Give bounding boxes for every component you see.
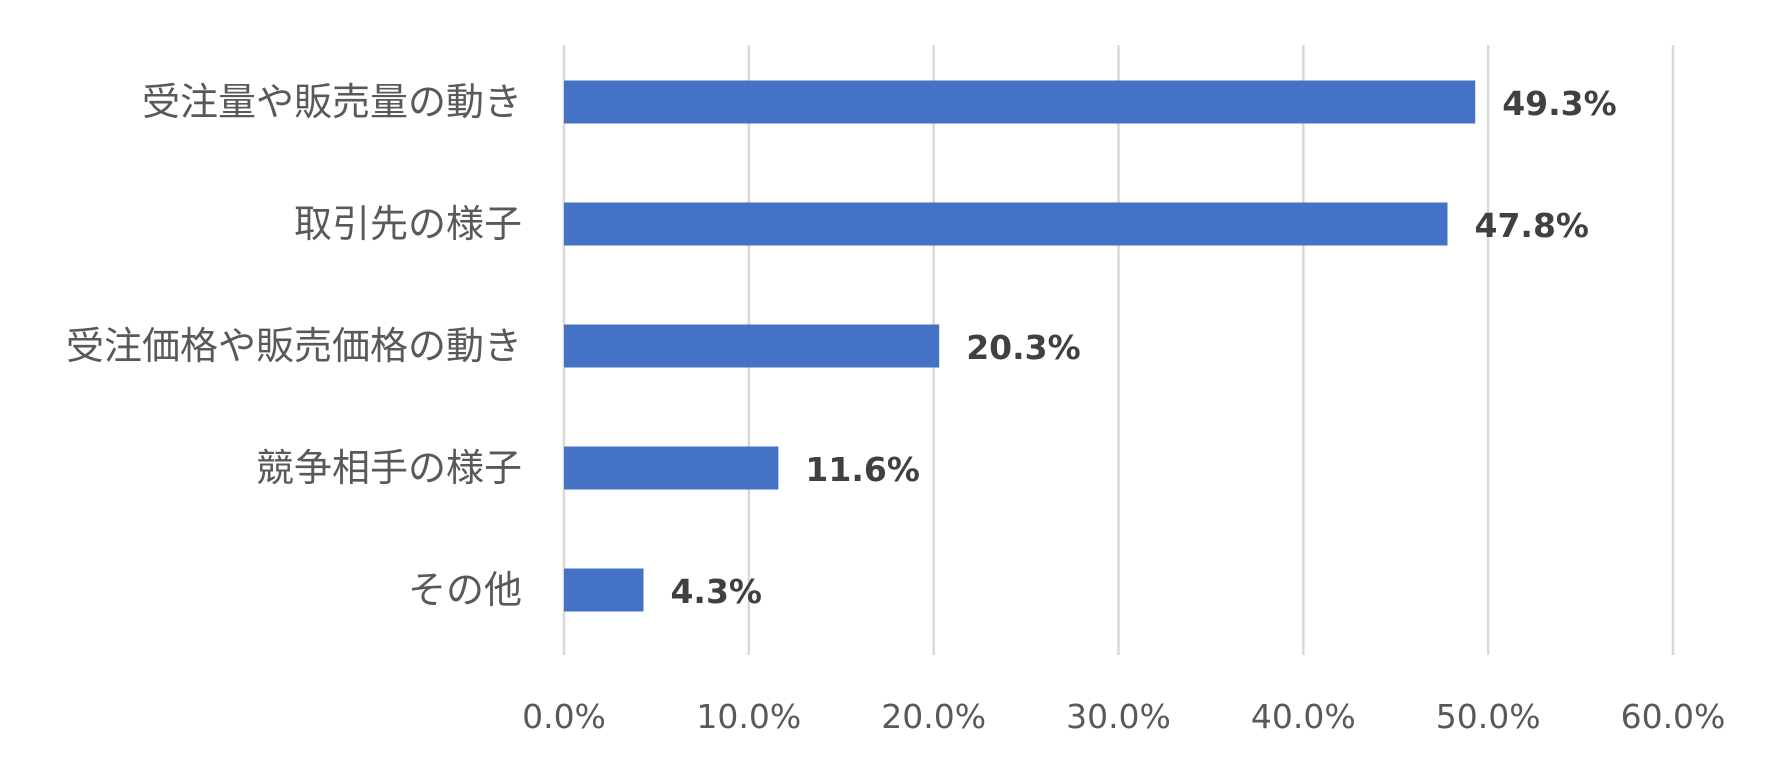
bar	[564, 324, 940, 368]
labels: 0.0% 10.0% 20.0% 30.0% 40.0% 50.0% 60.0% 受注量や販売…	[66, 80, 1725, 736]
bars	[564, 80, 1476, 612]
bar	[564, 202, 1448, 246]
bar	[564, 568, 644, 612]
x-tick-label: 0.0%	[522, 697, 606, 736]
data-label: 4.3%	[670, 572, 762, 611]
data-label: 49.3%	[1502, 84, 1617, 123]
bar	[564, 80, 1476, 124]
x-tick-label: 10.0%	[696, 697, 801, 736]
category-label: その他	[408, 568, 522, 612]
category-label: 受注量や販売量の動き	[142, 80, 522, 124]
category-label: 受注価格や販売価格の動き	[66, 324, 522, 368]
bar	[564, 446, 779, 490]
x-tick-label: 50.0%	[1436, 697, 1541, 736]
x-tick-label: 20.0%	[881, 697, 986, 736]
category-label: 競争相手の様子	[256, 446, 522, 490]
data-label: 20.3%	[966, 328, 1081, 367]
x-tick-label: 40.0%	[1251, 697, 1356, 736]
x-tick-label: 60.0%	[1621, 697, 1726, 736]
data-label: 47.8%	[1475, 206, 1590, 245]
category-label: 取引先の様子	[294, 202, 522, 246]
data-label: 11.6%	[805, 450, 920, 489]
x-tick-label: 30.0%	[1066, 697, 1171, 736]
